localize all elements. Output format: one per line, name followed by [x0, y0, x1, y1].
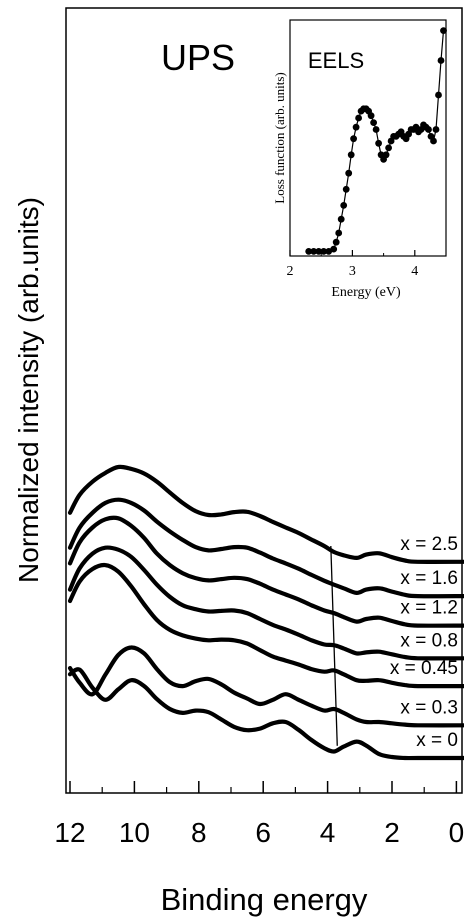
inset-x-tick-label: 2	[287, 264, 294, 279]
inset-data-point	[350, 135, 357, 143]
series-label: x = 0.8	[400, 630, 458, 651]
inset-data-point	[435, 91, 442, 99]
main-curves	[67, 464, 464, 761]
inset-data-point	[385, 144, 392, 152]
ups-curve	[67, 464, 464, 564]
inset-data-point	[310, 248, 318, 255]
ups-curve	[67, 515, 464, 628]
series-label: x = 2.5	[400, 534, 458, 555]
main-ylabel: Normalized intensity (arb.units)	[13, 197, 44, 583]
inset-title: EELS	[308, 48, 364, 73]
series-label: x = 1.6	[400, 568, 458, 589]
ups-curve	[67, 545, 464, 661]
inset-data-point	[347, 151, 355, 159]
guide-line-group	[330, 546, 338, 746]
inset-data-point	[440, 27, 447, 34]
peak-guide-line	[330, 546, 338, 746]
inset-data-point	[315, 248, 323, 255]
inset-plot-frame	[289, 19, 447, 257]
inset-data-point	[320, 248, 328, 255]
ups-curve	[67, 562, 464, 689]
main-x-tick-labels: 12 10 8 6 4 2 0	[54, 817, 464, 848]
x-tick-label: 2	[384, 817, 400, 848]
inset-data-point	[437, 57, 445, 64]
x-tick-label: 4	[320, 817, 336, 848]
inset-data-point	[355, 114, 362, 122]
ups-curve	[67, 645, 464, 728]
main-title: UPS	[161, 37, 235, 78]
inset-data-point	[332, 238, 340, 246]
main-xlabel: Binding energy	[161, 882, 368, 917]
inset-data-point	[352, 123, 360, 131]
inset-points	[305, 27, 447, 255]
inset-data-point	[382, 151, 390, 159]
inset-data-point	[375, 139, 382, 147]
inset-data-point	[367, 112, 375, 120]
series-labels: x = 2.5 x = 1.6 x = 1.2 x = 0.8 x = 0.45 x = …	[390, 534, 458, 751]
inset-data-point	[330, 245, 338, 253]
series-label: x = 0.3	[400, 697, 458, 718]
inset-data-point	[340, 202, 348, 209]
main-x-ticks	[69, 781, 458, 793]
inset-data-point	[370, 119, 377, 126]
x-tick-label: 8	[191, 817, 207, 848]
inset-data-point	[342, 185, 350, 193]
x-tick-label: 10	[119, 817, 150, 848]
inset-data-point	[337, 215, 345, 223]
inset-xlabel: Energy (eV)	[331, 285, 401, 300]
x-tick-label: 6	[255, 817, 271, 848]
ups-curve	[67, 497, 464, 599]
inset-data-point	[425, 126, 432, 133]
inset-data-point	[432, 126, 440, 133]
inset-x-tick-labels: 2 3 4	[287, 264, 419, 279]
inset-data-point	[335, 229, 343, 237]
inset-x-tick-label: 4	[411, 264, 418, 279]
inset-ylabel: Loss function (arb. units)	[272, 72, 287, 203]
inset-data-point	[345, 169, 353, 177]
series-label: x = 0.45	[390, 658, 458, 679]
x-tick-label: 12	[54, 817, 85, 848]
inset-data-point	[372, 126, 380, 133]
inset-x-tick-label: 3	[349, 264, 356, 279]
x-tick-label: 0	[449, 817, 464, 848]
series-label: x = 0	[416, 730, 458, 751]
ups-curve	[67, 667, 464, 761]
inset-data-point	[430, 137, 437, 145]
series-label: x = 1.2	[400, 598, 458, 619]
inset-data-point	[305, 248, 313, 255]
main-plot-frame	[65, 7, 463, 794]
